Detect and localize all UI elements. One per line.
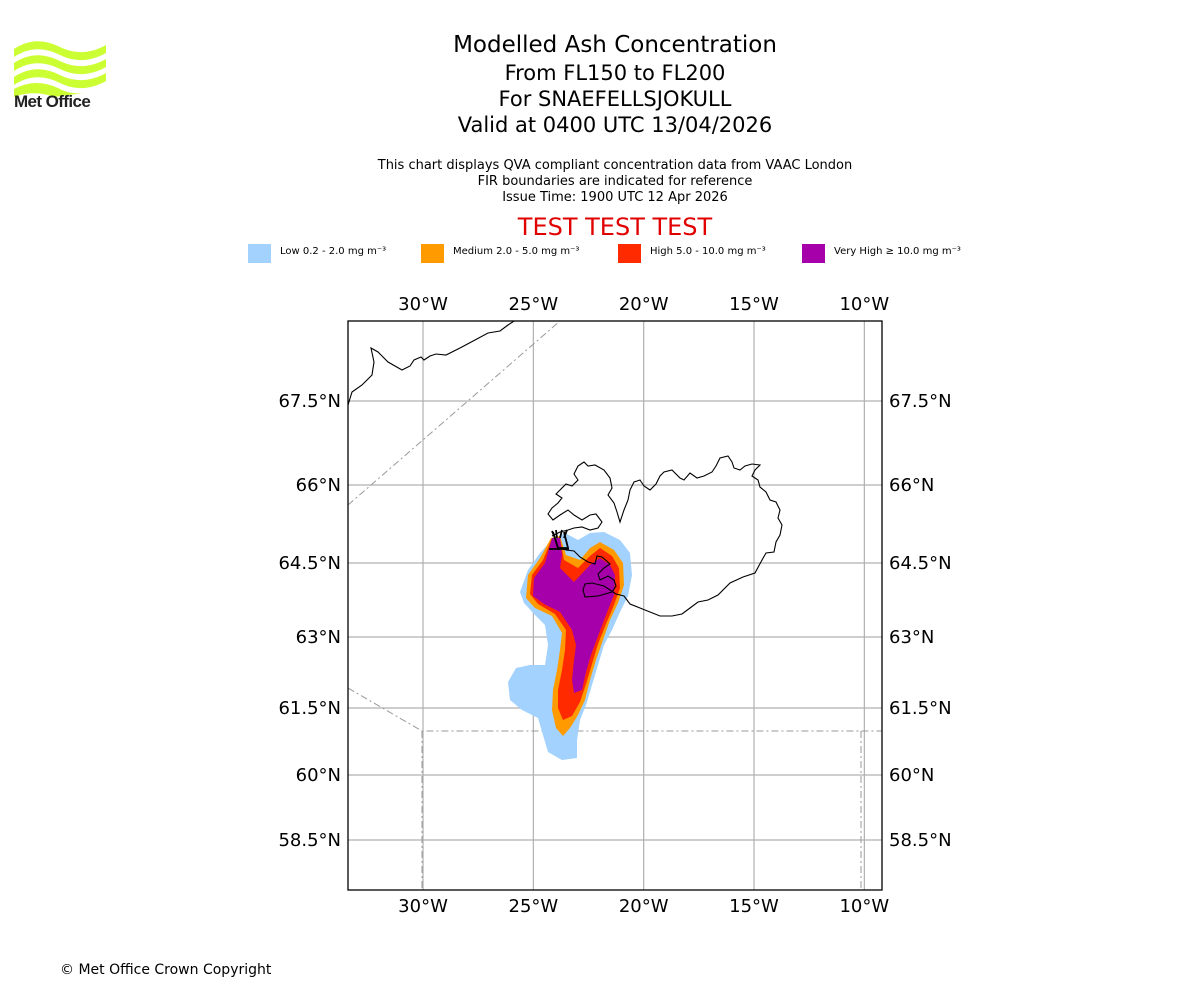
ash-layer-very-high [533,538,615,693]
test-banner: TEST TEST TEST [517,213,713,241]
fir-boundary-greenland [348,321,561,506]
valid-time: Valid at 0400 UTC 13/04/2026 [457,113,773,137]
legend-label-medium: Medium 2.0 - 5.0 mg m⁻³ [453,246,580,257]
legend-label-low: Low 0.2 - 2.0 mg m⁻³ [280,246,387,257]
met-office-waves-icon [14,41,106,97]
volcano-marker [549,529,570,550]
legend-label-high: High 5.0 - 10.0 mg m⁻³ [650,246,766,257]
lon-tick-label-top: 25°W [509,294,559,315]
lat-tick-label-right: 64.5°N [889,553,952,574]
chart-title: Modelled Ash Concentration [453,32,777,58]
legend-label-very-high: Very High ≥ 10.0 mg m⁻³ [834,246,961,257]
flight-level-range: From FL150 to FL200 [504,61,726,85]
lat-tick-label-right: 66°N [889,475,934,496]
info-line-qva: This chart displays QVA compliant concen… [377,158,853,173]
copyright-notice: © Met Office Crown Copyright [60,962,272,978]
lon-tick-label-bottom: 30°W [398,896,448,917]
lat-tick-label-right: 61.5°N [889,698,952,719]
lon-tick-label-bottom: 25°W [509,896,559,917]
lon-tick-label-bottom: 10°W [839,896,889,917]
issue-time: Issue Time: 1900 UTC 12 Apr 2026 [502,190,728,205]
legend-swatch-medium [421,244,444,263]
lon-tick-label-top: 15°W [729,294,779,315]
axis-tick-labels: 30°W 30°W 25°W 25°W 20°W 20°W 15°W 15°W 10°W 10°W… [278,294,951,917]
info-block: This chart displays QVA compliant concen… [315,158,915,206]
title-block: Modelled Ash Concentration From FL150 to… [315,30,915,138]
coastline-iceland [547,455,783,617]
lat-tick-label-right: 67.5°N [889,391,952,412]
gridlines [348,321,882,890]
info-line-fir: FIR boundaries are indicated for referen… [477,174,753,189]
ash-plume [508,532,632,760]
legend-swatch-very-high [802,244,825,263]
lat-tick-label-right: 58.5°N [889,830,952,851]
lat-tick-label-left: 61.5°N [278,698,341,719]
lat-tick-label-left: 67.5°N [278,391,341,412]
lon-tick-label-top: 10°W [839,294,889,315]
coastlines [348,321,783,617]
map-frame [347,320,883,891]
legend-swatch-high [618,244,641,263]
legend-swatch-low [248,244,271,263]
fir-boundaries [348,321,882,890]
lat-tick-label-left: 66°N [296,475,341,496]
lat-tick-label-left: 60°N [296,765,341,786]
logo-text: Met Office [14,92,91,111]
lat-tick-label-left: 58.5°N [278,830,341,851]
lat-tick-label-right: 63°N [889,627,934,648]
lon-tick-label-bottom: 20°W [619,896,669,917]
lat-tick-label-right: 60°N [889,765,934,786]
lon-tick-label-bottom: 15°W [729,896,779,917]
coastline-greenland [348,321,515,406]
lon-tick-label-top: 30°W [398,294,448,315]
volcano-name: For SNAEFELLSJOKULL [498,87,732,111]
lat-tick-label-left: 63°N [296,627,341,648]
lon-tick-label-top: 20°W [619,294,669,315]
lat-tick-label-left: 64.5°N [278,553,341,574]
